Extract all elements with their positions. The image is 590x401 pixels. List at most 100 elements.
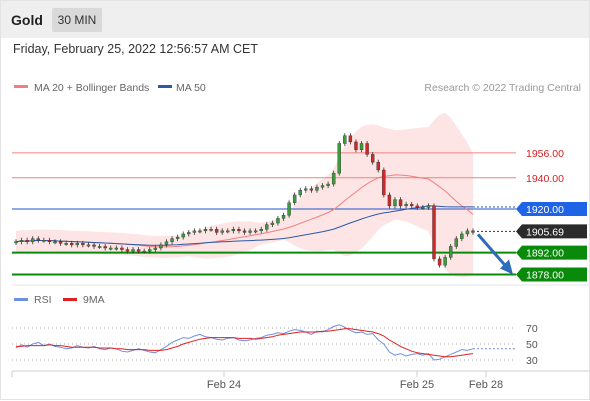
candle-body bbox=[114, 247, 119, 250]
candle-body bbox=[326, 183, 330, 186]
candle-body bbox=[19, 239, 24, 242]
x-tick-label: Feb 24 bbox=[207, 379, 241, 391]
candle-body bbox=[203, 229, 208, 232]
candle-body bbox=[175, 236, 180, 239]
candle-body bbox=[231, 229, 236, 232]
candle-body bbox=[270, 222, 275, 225]
candle-body bbox=[365, 143, 369, 155]
candle-body bbox=[398, 199, 403, 207]
ma50-legend-label: MA 50 bbox=[176, 82, 206, 94]
last-price-tag: 1905.69 bbox=[516, 224, 587, 239]
candle-body bbox=[259, 229, 263, 232]
pivot-tag-bg bbox=[516, 202, 587, 216]
candle-body bbox=[465, 230, 470, 235]
ma20-legend-swatch bbox=[14, 85, 28, 88]
candle-body bbox=[382, 169, 386, 196]
last-price-tag-bg bbox=[516, 224, 587, 239]
candle-body bbox=[376, 161, 380, 171]
candle-body bbox=[460, 233, 464, 239]
candle-body bbox=[153, 247, 158, 250]
candle-body bbox=[70, 243, 74, 246]
candle-body bbox=[214, 229, 219, 233]
candle-body bbox=[14, 241, 18, 244]
candle-body bbox=[393, 199, 397, 207]
candle-body bbox=[415, 205, 419, 208]
rsi-ma-legend-swatch bbox=[63, 298, 77, 301]
candle-body bbox=[170, 238, 174, 242]
support-tag-2-text: 1878.00 bbox=[526, 270, 564, 282]
rsi-legend-label: RSI bbox=[34, 294, 52, 306]
candle-body bbox=[309, 188, 314, 191]
rsi-tick-label: 50 bbox=[526, 339, 538, 351]
candle-body bbox=[36, 238, 40, 241]
support-tag-2-bg bbox=[516, 267, 587, 282]
candle-body bbox=[242, 230, 247, 233]
pivot-tag: 1920.00 bbox=[516, 202, 587, 216]
timestamp: Friday, February 25, 2022 12:56:57 AM CE… bbox=[13, 42, 259, 56]
rsi-line bbox=[15, 324, 474, 361]
support-tag-1: 1892.00 bbox=[516, 245, 587, 260]
candle-body bbox=[387, 194, 392, 207]
rsi-legend-swatch bbox=[14, 298, 28, 301]
candle-body bbox=[449, 246, 453, 258]
candle-body bbox=[304, 188, 308, 191]
candle-body bbox=[248, 230, 252, 233]
candle-body bbox=[125, 249, 130, 252]
ma50-line bbox=[15, 205, 473, 246]
support-tag-2: 1878.00 bbox=[516, 267, 587, 282]
candle-body bbox=[53, 241, 57, 244]
candle-body bbox=[192, 230, 197, 233]
candle-body bbox=[354, 141, 358, 150]
candle-body bbox=[276, 218, 280, 224]
timeframe-badge[interactable]: 30 MIN bbox=[52, 8, 102, 32]
candle-body bbox=[64, 243, 68, 245]
candle-body bbox=[58, 241, 63, 244]
candle-body bbox=[426, 205, 431, 208]
support-tag-1-bg bbox=[516, 245, 587, 260]
candle-body bbox=[136, 249, 141, 252]
candle-body bbox=[75, 243, 80, 246]
rsi-ma-line bbox=[16, 328, 474, 358]
title-bar: Gold 30 MIN bbox=[1, 1, 589, 38]
candle-body bbox=[471, 230, 475, 233]
projection-arrowhead bbox=[500, 259, 513, 275]
candle-body bbox=[209, 229, 213, 231]
candle-body bbox=[337, 143, 341, 174]
candle-body bbox=[404, 204, 408, 207]
resistance-label-2: 1940.00 bbox=[526, 173, 564, 185]
candle-body bbox=[109, 247, 113, 250]
candle-body bbox=[31, 238, 35, 242]
candle-body bbox=[120, 247, 124, 250]
pivot-tag-text: 1920.00 bbox=[526, 204, 564, 216]
candle-body bbox=[281, 215, 286, 219]
candle-body bbox=[292, 194, 297, 203]
rsi-tick-label: 30 bbox=[526, 355, 538, 367]
ma20-legend-label: MA 20 + Bollinger Bands bbox=[34, 82, 149, 94]
candle-body bbox=[437, 258, 442, 266]
rsi-panel: 70 50 30 bbox=[12, 323, 538, 367]
candle-body bbox=[432, 205, 436, 260]
bollinger-band bbox=[16, 112, 473, 278]
projection-arrow bbox=[476, 233, 509, 269]
rsi-ma-legend-label: 9MA bbox=[83, 294, 105, 306]
candle-body bbox=[86, 244, 91, 247]
candle-body bbox=[409, 204, 414, 207]
candle-body bbox=[298, 190, 302, 196]
candle-body bbox=[142, 250, 146, 253]
instrument-title: Gold bbox=[11, 12, 43, 28]
candle-body bbox=[92, 244, 96, 247]
ma50-legend-swatch bbox=[158, 85, 172, 88]
candle-body bbox=[359, 143, 364, 150]
candle-body bbox=[148, 249, 152, 252]
resistance-label-1: 1956.00 bbox=[526, 148, 564, 160]
candle-body bbox=[164, 241, 169, 246]
candle-body bbox=[443, 257, 447, 266]
candle-body bbox=[220, 230, 224, 233]
candle-body bbox=[331, 172, 336, 185]
candle-body bbox=[81, 243, 85, 246]
x-tick-label: Feb 28 bbox=[469, 379, 503, 391]
candle-body bbox=[131, 249, 135, 252]
candle-body bbox=[454, 238, 458, 247]
rsi-tick-label: 70 bbox=[526, 323, 538, 335]
